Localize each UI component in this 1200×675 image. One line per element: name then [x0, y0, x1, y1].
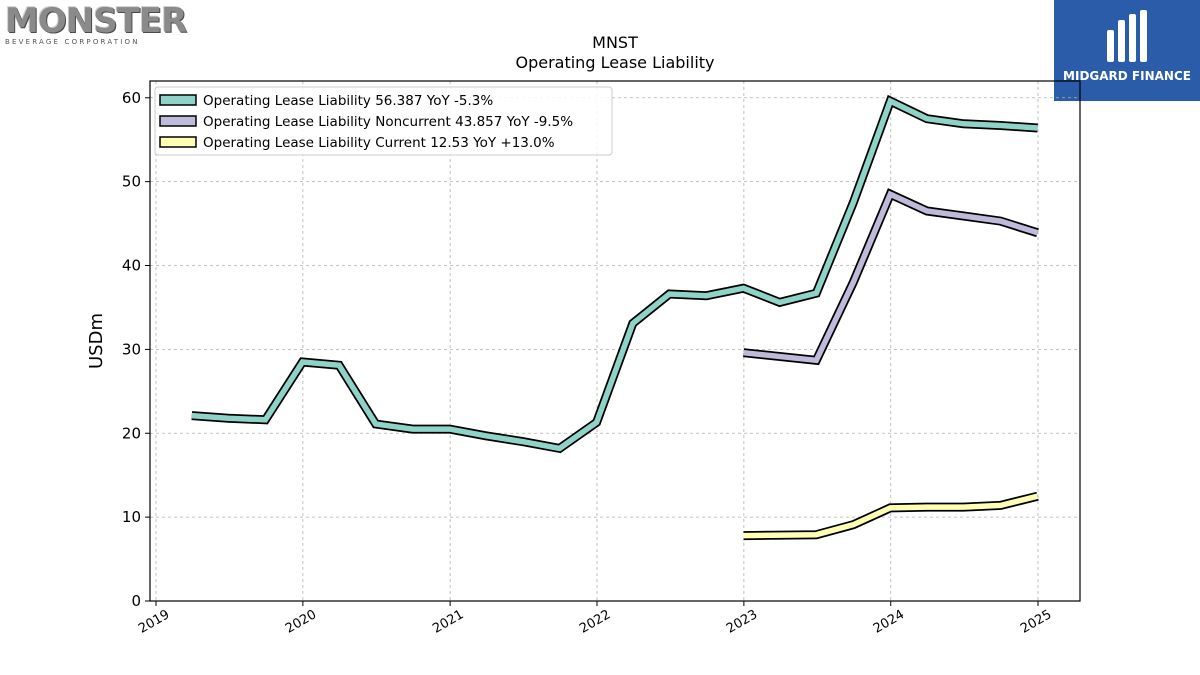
legend: Operating Lease Liability 56.387 YoY -5.… — [154, 86, 613, 156]
legend-swatch — [159, 115, 197, 127]
plot-frame — [149, 80, 1081, 602]
company-logo-subtext: BEVERAGE CORPORATION — [5, 38, 140, 46]
legend-label: Operating Lease Liability Noncurrent 43.… — [203, 114, 573, 130]
publisher-name: MIDGARD FINANCE — [1063, 69, 1191, 83]
x-tick-label: 2022 — [577, 607, 613, 637]
x-tick-label: 2023 — [724, 607, 760, 637]
legend-swatch — [159, 136, 197, 148]
y-axis-label: USDm — [86, 313, 107, 369]
y-tick-label: 40 — [122, 257, 141, 275]
y-tick-label: 50 — [122, 173, 141, 191]
company-logo-text: MONSTER — [5, 1, 187, 41]
x-tick-label: 2024 — [871, 607, 907, 637]
x-tick-label: 2021 — [430, 607, 466, 637]
series-line-2 — [743, 190, 1039, 364]
legend-label: Operating Lease Liability Current 12.53 … — [203, 135, 555, 151]
x-axis-ticks: 2019 2020 2021 2022 2023 2024 2025 — [136, 601, 1054, 637]
y-axis-ticks: 0 10 20 30 40 50 60 — [122, 89, 150, 610]
y-tick-label: 10 — [122, 508, 141, 526]
series-lines — [191, 94, 1039, 541]
x-tick-label: 2025 — [1018, 607, 1054, 637]
legend-box — [154, 86, 613, 156]
x-tick-label: 2020 — [283, 607, 319, 637]
publisher-logo-icon — [1107, 10, 1147, 62]
y-tick-label: 20 — [122, 424, 141, 442]
series-line-1 — [191, 97, 1038, 452]
legend-label: Operating Lease Liability 56.387 YoY -5.… — [203, 93, 493, 109]
y-tick-label: 30 — [122, 340, 141, 358]
company-logo: MONSTER BEVERAGE CORPORATION — [5, 1, 187, 47]
chart-title: MNST — [592, 33, 638, 52]
y-tick-label: 0 — [131, 592, 141, 610]
series-line-3 — [743, 493, 1039, 539]
publisher-badge: MIDGARD FINANCE — [1054, 0, 1200, 101]
x-tick-label: 2019 — [136, 607, 172, 637]
legend-swatch — [159, 94, 197, 106]
y-tick-label: 60 — [122, 89, 141, 107]
grid-lines — [150, 81, 1080, 602]
chart-subtitle: Operating Lease Liability — [515, 53, 714, 72]
